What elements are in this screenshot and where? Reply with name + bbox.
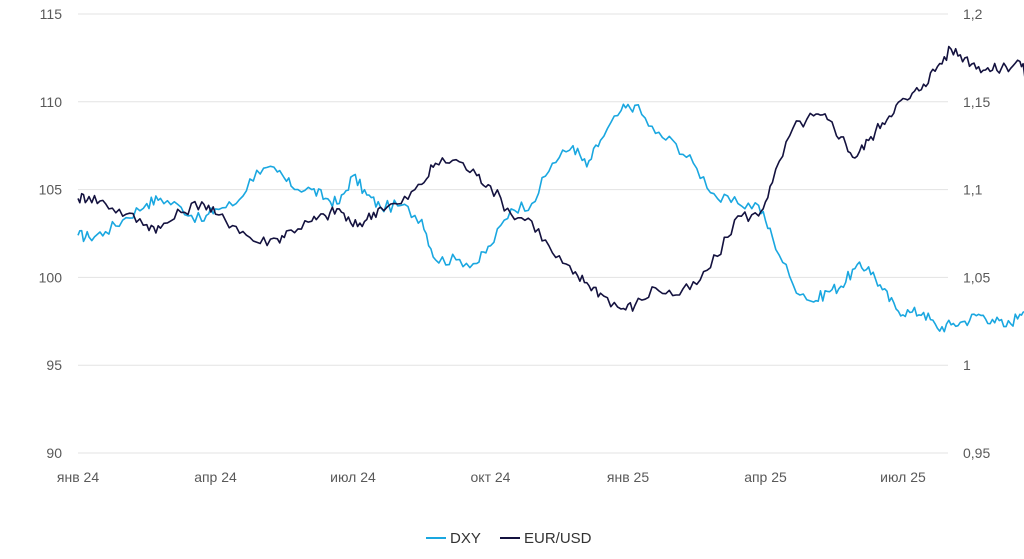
x-tick-label: янв 25 [607, 469, 649, 485]
left-tick-label: 95 [46, 357, 62, 373]
left-tick-label: 100 [39, 269, 63, 285]
right-tick-label: 1,1 [963, 182, 983, 198]
x-axis: янв 24 апр 24 июл 24 окт 24 янв 25 апр 25 июл … [57, 469, 926, 485]
right-tick-label: 1 [963, 357, 971, 373]
gridlines [78, 13, 948, 454]
series-line-eurusd [77, 45, 1024, 312]
right-tick-label: 1,15 [963, 94, 990, 110]
right-tick-label: 1,2 [963, 6, 983, 22]
x-tick-label: июл 25 [880, 469, 926, 485]
left-tick-label: 110 [40, 94, 63, 110]
series-lines [77, 45, 1024, 333]
left-tick-label: 115 [40, 6, 63, 22]
right-tick-label: 1,05 [963, 269, 990, 285]
legend: DXY EUR/USD [426, 530, 592, 547]
legend-label-dxy: DXY [450, 530, 481, 547]
series-line-dxy [77, 103, 1024, 333]
right-tick-label: 0,95 [963, 445, 990, 461]
legend-label-eurusd: EUR/USD [524, 530, 592, 547]
x-tick-label: янв 24 [57, 469, 99, 485]
left-y-axis: 90 95 100 105 110 115 [39, 6, 63, 461]
left-tick-label: 105 [39, 182, 63, 198]
x-tick-label: окт 24 [471, 469, 511, 485]
x-tick-label: июл 24 [330, 469, 376, 485]
x-tick-label: апр 25 [744, 469, 787, 485]
left-tick-label: 90 [46, 445, 62, 461]
right-y-axis: 0,95 1 1,05 1,1 1,15 1,2 [963, 6, 990, 461]
x-tick-label: апр 24 [194, 469, 237, 485]
